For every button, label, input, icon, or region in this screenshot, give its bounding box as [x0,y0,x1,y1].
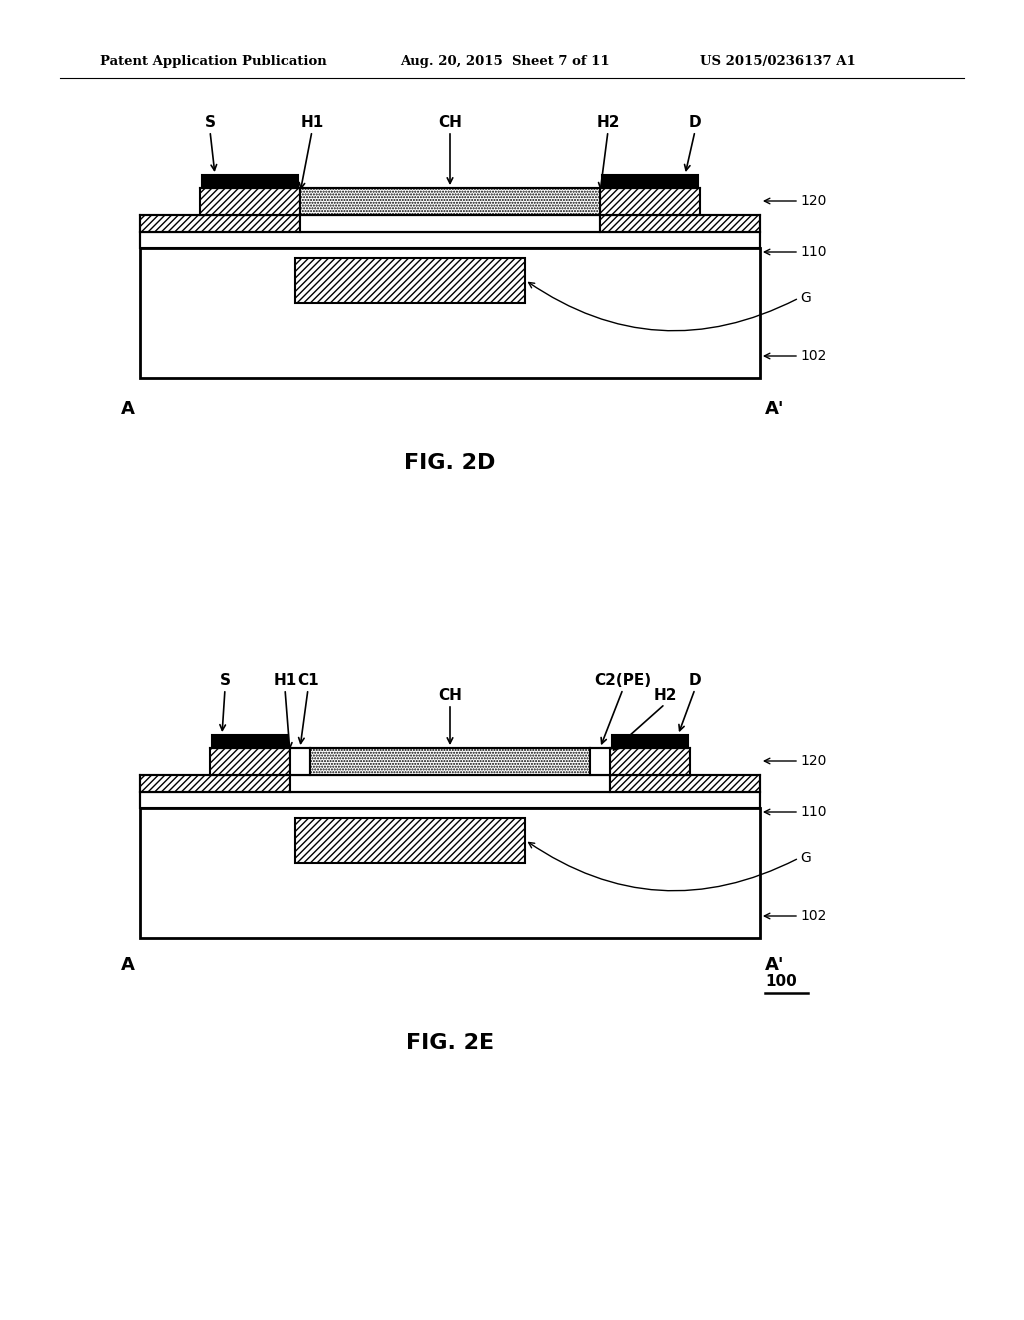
Bar [140,248,760,378]
Text: G: G [800,290,811,305]
Bar [300,187,600,215]
Text: Aug. 20, 2015  Sheet 7 of 11: Aug. 20, 2015 Sheet 7 of 11 [400,55,609,69]
Text: 102: 102 [800,909,826,923]
Text: 120: 120 [800,754,826,768]
Text: A': A' [765,400,784,418]
Bar [140,215,300,232]
Bar [295,257,525,304]
Text: H2: H2 [596,115,620,129]
Bar [212,735,288,748]
Text: 102: 102 [800,348,826,363]
Text: G: G [800,851,811,865]
Bar [210,748,290,775]
Text: Patent Application Publication: Patent Application Publication [100,55,327,69]
Text: CH: CH [438,688,462,704]
Bar [300,215,600,232]
Bar [140,792,760,808]
Text: A: A [121,400,135,418]
Text: FIG. 2D: FIG. 2D [404,453,496,473]
Bar [590,748,610,775]
Bar [600,187,700,215]
Text: US 2015/0236137 A1: US 2015/0236137 A1 [700,55,856,69]
Text: C2(PE): C2(PE) [595,673,651,688]
Bar [610,748,690,775]
Text: H1: H1 [300,115,324,129]
Text: H2: H2 [653,688,677,704]
Text: D: D [689,673,701,688]
Bar [202,176,298,187]
Bar [600,215,760,232]
Text: 110: 110 [800,805,826,818]
Text: C1: C1 [297,673,318,688]
Text: S: S [205,115,215,129]
Bar [290,748,310,775]
Text: S: S [219,673,230,688]
Text: D: D [689,115,701,129]
Text: FIG. 2E: FIG. 2E [406,1034,494,1053]
Bar [610,775,760,792]
Text: 120: 120 [800,194,826,209]
Text: A': A' [765,956,784,974]
Text: CH: CH [438,115,462,129]
Bar [140,232,760,248]
Bar [295,818,525,863]
Bar [612,735,688,748]
Text: 100: 100 [765,974,797,989]
Text: H1: H1 [273,673,297,688]
Text: A: A [121,956,135,974]
Bar [602,176,698,187]
Bar [290,775,610,792]
Bar [310,748,590,775]
Bar [140,775,290,792]
Text: 110: 110 [800,246,826,259]
Bar [140,808,760,939]
Bar [200,187,300,215]
